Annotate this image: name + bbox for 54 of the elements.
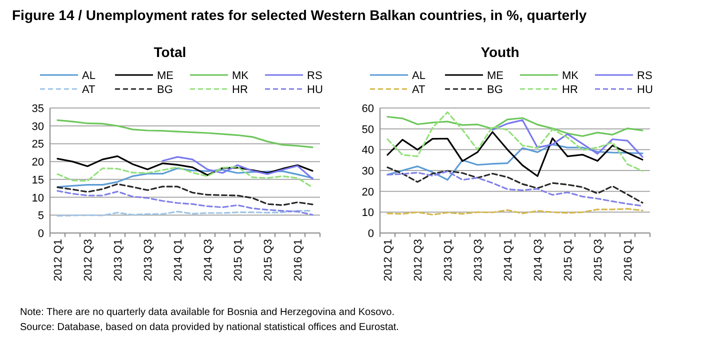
x-tick-label: 2016 Q1 (622, 239, 634, 282)
legend-label: AT (412, 84, 426, 96)
legend-label: MK (562, 70, 580, 82)
y-tick-label: 40 (362, 144, 374, 157)
x-tick-label: 2014 Q1 (172, 239, 184, 282)
y-tick-label: 20 (32, 156, 44, 169)
y-tick-label: 50 (362, 124, 374, 136)
y-tick-label: 25 (32, 138, 44, 151)
y-tick-label: 0 (368, 228, 374, 240)
x-tick-label: 2012 Q3 (412, 239, 424, 282)
legend-label: HU (637, 84, 653, 96)
legend-label: BG (487, 84, 503, 96)
y-tick-label: 0 (38, 228, 44, 240)
x-tick-label: 2013 Q3 (142, 239, 154, 282)
legend-label: AL (82, 70, 96, 82)
y-tick-label: 20 (362, 186, 374, 198)
legend-label: RS (637, 70, 652, 82)
legend-label: ME (487, 70, 504, 82)
y-tick-label: 15 (32, 174, 44, 186)
x-tick-label: 2015 Q3 (592, 239, 604, 282)
chart-title: Youth (480, 44, 520, 60)
x-tick-label: 2013 Q3 (472, 239, 484, 282)
text: Note: There are no quarterly data available for Bosnia and Herzegovina and Kosovo. (20, 307, 394, 318)
x-tick-label: 2015 Q1 (232, 239, 244, 282)
y-tick-label: 5 (38, 210, 44, 222)
x-tick-label: 2012 Q1 (52, 239, 64, 282)
x-tick-label: 2014 Q3 (202, 239, 214, 282)
x-tick-label: 2012 Q3 (82, 239, 94, 282)
x-tick-label: 2014 Q1 (502, 239, 514, 282)
x-tick-label: 2013 Q1 (112, 239, 124, 282)
legend-label: AL (412, 70, 426, 82)
y-tick-label: 10 (362, 207, 374, 220)
x-tick-label: 2012 Q1 (382, 239, 394, 282)
y-tick-label: 30 (32, 120, 44, 133)
legend-label: BG (157, 84, 173, 96)
chart-title: Total (154, 44, 186, 60)
y-tick-label: 60 (362, 103, 374, 115)
legend-label: HR (562, 84, 578, 96)
x-tick-label: 2015 Q1 (562, 239, 574, 282)
caption: Figure 14 / Unemployment rates for selected Western Balkan countries, in %, quarterly (12, 7, 587, 23)
x-tick-label: 2014 Q3 (532, 239, 544, 282)
source-note: Source: Database, based on data provided by national statistical offices and Eurostat. (20, 322, 399, 333)
legend-label: HU (307, 84, 323, 96)
x-tick-label: 2013 Q1 (442, 239, 454, 282)
legend-label: RS (307, 70, 322, 82)
x-tick-label: 2016 Q1 (292, 239, 304, 282)
y-tick-label: 10 (32, 192, 44, 204)
y-tick-label: 35 (32, 103, 44, 115)
x-tick-label: 2015 Q3 (262, 239, 274, 282)
legend-label: ME (157, 70, 174, 82)
legend-label: MK (232, 70, 250, 82)
y-tick-label: 30 (362, 166, 374, 178)
legend-label: AT (82, 84, 96, 96)
legend-label: HR (232, 84, 248, 96)
